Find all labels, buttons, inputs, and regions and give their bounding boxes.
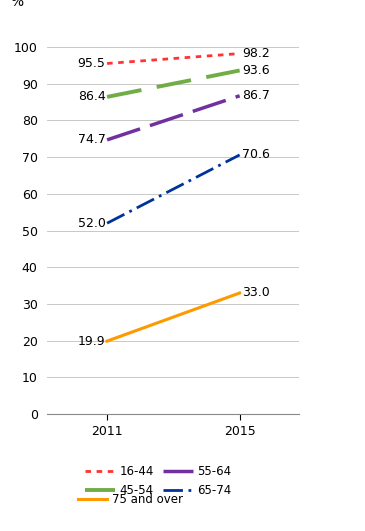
Text: 86.7: 86.7 [242,89,270,102]
Y-axis label: %: % [11,0,24,10]
Text: 52.0: 52.0 [78,217,105,230]
Text: 86.4: 86.4 [78,90,105,104]
Text: 74.7: 74.7 [78,133,105,147]
Text: 93.6: 93.6 [242,64,270,77]
Text: 70.6: 70.6 [242,148,270,161]
Text: 19.9: 19.9 [78,335,105,348]
Text: 98.2: 98.2 [242,47,270,60]
Text: 33.0: 33.0 [242,287,270,299]
Legend: 75 and over: 75 and over [78,493,183,506]
Text: 95.5: 95.5 [78,57,105,70]
